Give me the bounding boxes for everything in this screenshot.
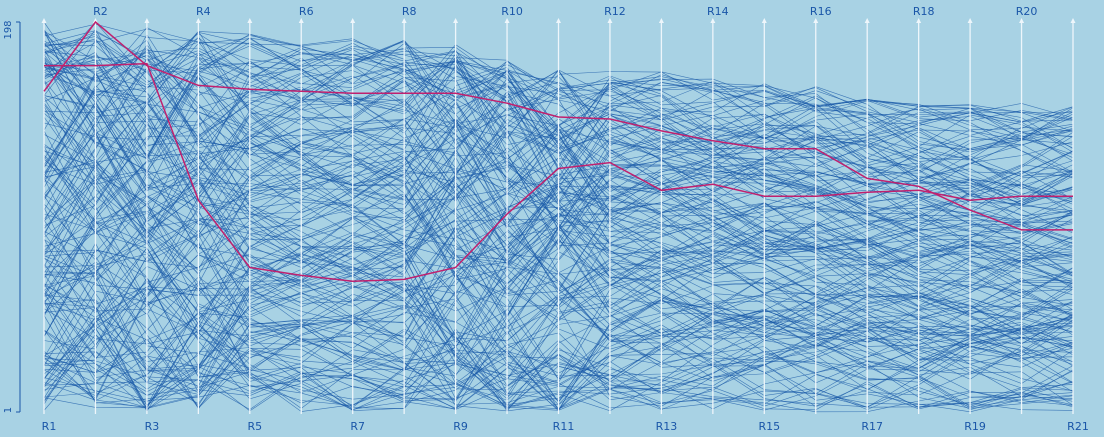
axis-label-r14: R14 bbox=[707, 5, 729, 18]
axis-label-r11: R11 bbox=[553, 420, 575, 433]
axis-arrow-r4 bbox=[195, 18, 201, 23]
axis-arrow-r13 bbox=[658, 18, 664, 23]
axis-arrow-r14 bbox=[710, 18, 716, 23]
axis-label-r6: R6 bbox=[299, 5, 314, 18]
axis-label-r19: R19 bbox=[964, 420, 986, 433]
axis-label-r15: R15 bbox=[758, 420, 780, 433]
axis-label-r1: R1 bbox=[42, 420, 57, 433]
y-tick-min: 1 bbox=[3, 407, 14, 413]
axis-arrow-r5 bbox=[247, 18, 253, 23]
axis-arrow-r19 bbox=[967, 18, 973, 23]
axis-label-r5: R5 bbox=[247, 420, 262, 433]
axis-label-r18: R18 bbox=[913, 5, 935, 18]
axis-arrow-r11 bbox=[556, 18, 561, 23]
axis-arrow-r6 bbox=[298, 18, 304, 23]
y-axis: 198 1 bbox=[3, 20, 21, 413]
axis-arrow-r16 bbox=[813, 18, 819, 23]
highlighted-series bbox=[43, 20, 1073, 283]
axis-arrow-r10 bbox=[504, 18, 510, 23]
y-tick-max: 198 bbox=[3, 20, 14, 39]
axis-arrow-r9 bbox=[453, 18, 459, 23]
axis-label-r13: R13 bbox=[656, 420, 678, 433]
axis-label-r9: R9 bbox=[453, 420, 468, 433]
axis-arrow-r2 bbox=[92, 18, 98, 23]
highlighted-series-line-1 bbox=[43, 20, 1073, 231]
axis-label-r12: R12 bbox=[604, 5, 626, 18]
axis-label-r10: R10 bbox=[501, 5, 523, 18]
highlighted-series-line-2 bbox=[44, 62, 1073, 283]
axis-arrow-r21 bbox=[1070, 18, 1076, 23]
axis-label-r17: R17 bbox=[861, 420, 883, 433]
axis-label-r16: R16 bbox=[810, 5, 832, 18]
axis-arrow-r7 bbox=[350, 18, 356, 23]
axis-arrow-r17 bbox=[864, 18, 870, 23]
axes bbox=[41, 18, 1076, 414]
axis-arrow-r15 bbox=[761, 18, 767, 23]
axis-label-r21: R21 bbox=[1067, 420, 1089, 433]
axis-label-r4: R4 bbox=[196, 5, 211, 18]
axis-label-r3: R3 bbox=[145, 420, 160, 433]
axis-arrow-r12 bbox=[607, 18, 613, 23]
axis-labels: R1 R2 R3 R4 R5 R6 R7 R8 R9 R10 R11 R12 R13 R14 R15 R16 R… bbox=[42, 5, 1089, 433]
axis-label-r7: R7 bbox=[350, 420, 365, 433]
axis-arrow-r20 bbox=[1019, 18, 1025, 23]
axis-label-r20: R20 bbox=[1016, 5, 1038, 18]
axis-arrow-r3 bbox=[144, 18, 150, 23]
axis-label-r8: R8 bbox=[402, 5, 417, 18]
axis-arrow-r18 bbox=[916, 18, 922, 23]
axis-arrow-r1 bbox=[41, 18, 47, 23]
axis-label-r2: R2 bbox=[93, 5, 108, 18]
axis-arrow-r8 bbox=[401, 18, 407, 23]
